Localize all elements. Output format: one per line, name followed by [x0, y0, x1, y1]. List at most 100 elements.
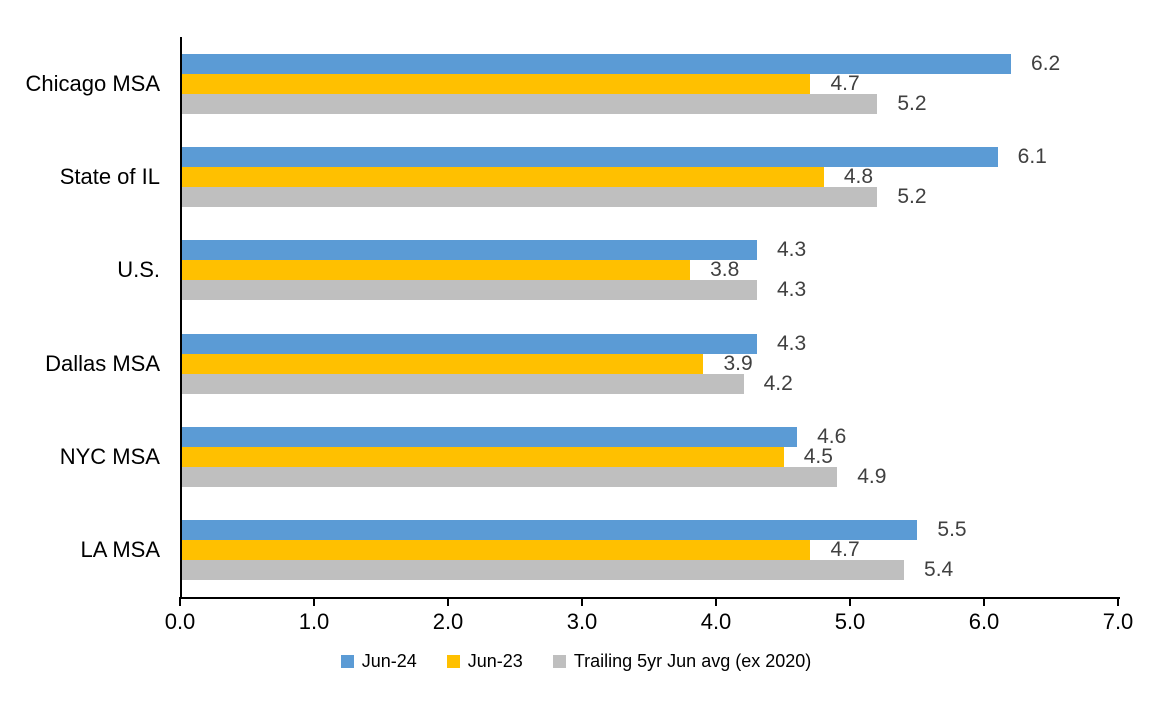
bar-row: 4.9	[182, 464, 1118, 488]
value-label: 5.5	[937, 518, 967, 542]
bar-row: 4.2	[182, 371, 1118, 395]
value-label: 4.2	[763, 371, 793, 395]
legend-entry-jun-23: Jun-23	[446, 651, 523, 672]
bar-group-state-of-il: State of IL 6.1 4.8 5.2	[0, 130, 1118, 224]
bar-row: 4.8	[182, 164, 1118, 188]
legend-swatch-icon	[340, 655, 354, 668]
value-label: 4.7	[830, 538, 860, 562]
value-label: 4.3	[776, 238, 807, 262]
bar-group-chicago-msa: Chicago MSA 6.2 4.7 5.2	[0, 37, 1118, 131]
x-tick-mark	[715, 597, 717, 606]
value-label: 3.8	[710, 258, 740, 282]
bar-row: 6.2	[182, 51, 1118, 75]
x-tick-label: 3.0	[566, 609, 598, 634]
bars-container: 6.2 4.7 5.2	[180, 37, 1118, 131]
value-label: 3.9	[723, 351, 753, 375]
value-label: 5.4	[924, 558, 954, 582]
bar-row: 3.8	[182, 258, 1118, 282]
bar-jun-24	[182, 240, 757, 261]
x-tick-label: 4.0	[700, 609, 732, 634]
bar-row: 5.4	[182, 558, 1118, 582]
bars-container: 4.3 3.8 4.3	[180, 223, 1118, 317]
bars-container: 6.1 4.8 5.2	[180, 130, 1118, 224]
plot-area: Chicago MSA 6.2 4.7 5.2 State of IL 6.1 4.8 5.2…	[0, 37, 1118, 597]
category-label-nyc-msa: NYC MSA	[59, 443, 160, 469]
category-label-u-s: U.S.	[117, 257, 160, 283]
bar-jun-24	[182, 520, 918, 541]
legend-entry-trailing-5yr-jun-avg-ex-2020: Trailing 5yr Jun avg (ex 2020)	[552, 651, 812, 672]
bar-row: 4.7	[182, 71, 1118, 95]
bar-jun-24	[182, 146, 998, 167]
bar-jun-23	[182, 166, 824, 187]
legend-label: Trailing 5yr Jun avg (ex 2020)	[573, 651, 812, 671]
bar-trailing-5yr-jun-avg-ex-2020	[182, 466, 838, 487]
bar-trailing-5yr-jun-avg-ex-2020	[182, 560, 905, 581]
bar-row: 3.9	[182, 351, 1118, 375]
bars-container: 5.5 4.7 5.4	[180, 503, 1118, 597]
value-label: 4.3	[776, 278, 807, 302]
x-tick-label: 5.0	[834, 609, 866, 634]
bar-jun-24	[182, 53, 1012, 74]
value-label: 4.9	[857, 464, 887, 488]
legend-entry-jun-24: Jun-24	[340, 651, 417, 672]
bar-row: 4.7	[182, 538, 1118, 562]
category-label-state-of-il: State of IL	[59, 163, 160, 189]
x-tick-label: 0.0	[164, 609, 196, 634]
x-tick-mark	[447, 597, 449, 606]
x-tick-label: 2.0	[432, 609, 464, 634]
x-tick-mark	[581, 597, 583, 606]
bar-trailing-5yr-jun-avg-ex-2020	[182, 373, 744, 394]
bar-row: 4.6	[182, 425, 1118, 448]
value-label: 6.2	[1031, 51, 1061, 75]
bar-group-la-msa: LA MSA 5.5 4.7 5.4	[0, 503, 1118, 597]
value-label: 4.7	[830, 71, 860, 95]
bar-jun-23	[182, 353, 704, 374]
value-label: 5.2	[897, 91, 927, 115]
bar-row: 4.3	[182, 238, 1118, 262]
bar-jun-24	[182, 426, 798, 447]
x-tick-mark	[1117, 597, 1119, 606]
value-label: 4.3	[776, 331, 807, 355]
x-tick-mark	[313, 597, 315, 606]
x-tick-label: 6.0	[968, 609, 1000, 634]
bar-trailing-5yr-jun-avg-ex-2020	[182, 93, 878, 114]
category-label-chicago-msa: Chicago MSA	[25, 70, 160, 96]
legend: Jun-24 Jun-23 Trailing 5yr Jun avg (ex 202…	[0, 651, 1152, 672]
category-label-dallas-msa: Dallas MSA	[45, 350, 160, 376]
bar-group-dallas-msa: Dallas MSA 4.3 3.9 4.2	[0, 316, 1118, 411]
category-label-la-msa: LA MSA	[80, 537, 160, 563]
value-label: 6.1	[1017, 144, 1047, 168]
bars-container: 4.6 4.5 4.9	[180, 410, 1118, 504]
bar-trailing-5yr-jun-avg-ex-2020	[182, 280, 757, 301]
bar-trailing-5yr-jun-avg-ex-2020	[182, 186, 878, 207]
legend-swatch-icon	[446, 655, 460, 668]
x-tick-mark	[983, 597, 985, 606]
bar-row: 4.3	[182, 331, 1118, 355]
bar-row: 5.2	[182, 91, 1118, 115]
x-axis-line	[180, 597, 1120, 599]
bar-row: 6.1	[182, 144, 1118, 168]
bar-jun-23	[182, 73, 811, 94]
bar-group-u-s: U.S. 4.3 3.8 4.3	[0, 223, 1118, 317]
bar-group-nyc-msa: NYC MSA 4.6 4.5 4.9	[0, 410, 1118, 504]
bar-jun-23	[182, 260, 691, 281]
legend-label: Jun-24	[361, 651, 417, 671]
x-tick-label: 1.0	[298, 609, 330, 634]
legend-swatch-icon	[552, 655, 566, 668]
bar-row: 5.5	[182, 518, 1118, 542]
legend-label: Jun-23	[467, 651, 523, 671]
bars-container: 4.3 3.9 4.2	[180, 316, 1118, 411]
bar-jun-23	[182, 540, 811, 561]
bar-row: 4.5	[182, 444, 1118, 468]
x-tick-label: 7.0	[1102, 609, 1134, 634]
bar-jun-24	[182, 333, 757, 354]
bar-row: 5.2	[182, 184, 1118, 208]
x-tick-mark	[849, 597, 851, 606]
bar-jun-23	[182, 446, 784, 467]
value-label: 4.5	[803, 444, 833, 468]
value-label: 5.2	[897, 184, 927, 208]
x-tick-mark	[179, 597, 181, 606]
bar-row: 4.3	[182, 278, 1118, 302]
value-label: 4.8	[843, 164, 874, 188]
